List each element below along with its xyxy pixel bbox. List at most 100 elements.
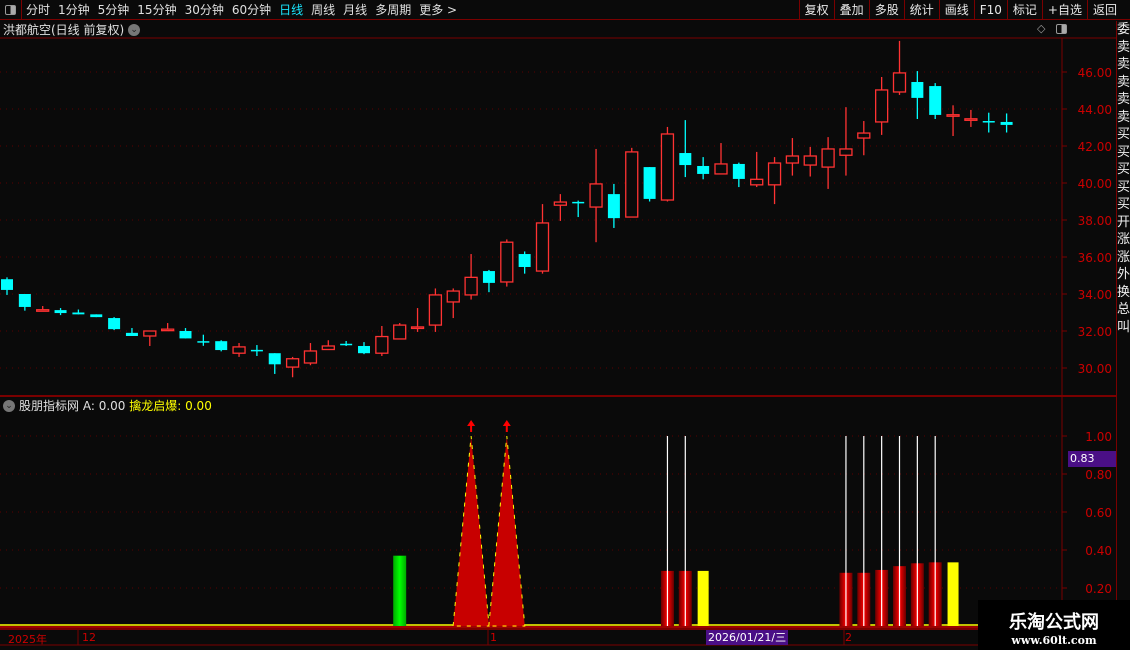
period-tab[interactable]: 更多 > — [419, 3, 458, 17]
indicator-tick-label: 1.00 — [1085, 430, 1112, 444]
candle — [54, 308, 67, 316]
candle — [410, 308, 425, 332]
signal-triangle — [452, 435, 490, 627]
period-tab[interactable]: 15分钟 — [137, 3, 177, 17]
candle — [446, 288, 460, 319]
date-label-month: 1 — [490, 631, 497, 644]
price-tick-label: 36.00 — [1078, 251, 1112, 265]
toolbar-button[interactable]: 标记 — [1006, 0, 1042, 20]
diamond-icon[interactable]: ◇ — [1037, 22, 1046, 35]
candle-body — [358, 345, 370, 354]
toolbar-button[interactable]: 画线 — [938, 0, 974, 20]
candle — [197, 334, 210, 346]
candle-body — [232, 346, 246, 354]
candle-body — [732, 163, 745, 179]
period-tab[interactable]: 多周期 — [375, 3, 412, 17]
candle — [358, 342, 370, 355]
stock-title: 洪都航空(日线 前复权) — [3, 23, 125, 37]
quote-row-label: 总 — [1117, 302, 1130, 317]
candle — [464, 254, 478, 300]
toolbar-button[interactable]: +自选 — [1041, 0, 1087, 20]
candle-body — [428, 294, 443, 326]
candle — [714, 143, 728, 175]
price-tick-label: 32.00 — [1078, 325, 1112, 339]
candle-body — [821, 148, 835, 168]
candle — [18, 294, 31, 311]
candle-body — [215, 341, 228, 351]
quote-row-label: 买 — [1117, 144, 1130, 160]
candle-body — [108, 318, 121, 330]
candle — [625, 147, 639, 218]
price-tick-label: 30.00 — [1078, 362, 1112, 376]
cursor-date-label: 2026/01/21/三 — [706, 630, 789, 645]
date-label-month: 12 — [82, 631, 96, 644]
price-tick-label: 38.00 — [1078, 214, 1112, 228]
period-tab[interactable]: 日线 — [279, 3, 304, 17]
period-tabs: 分时 1分钟 5分钟 15分钟 30分钟 60分钟 日线 周线 月线 多周期 更多 > — [22, 1, 461, 18]
sidebar-toggle-icon — [5, 4, 16, 15]
candle-body — [750, 178, 764, 186]
quote-row-label: 卖 — [1117, 92, 1130, 107]
period-tab[interactable]: 1分钟 — [58, 3, 90, 17]
candle — [518, 251, 531, 274]
candle — [803, 146, 817, 177]
period-tab[interactable]: 60分钟 — [231, 3, 272, 17]
period-tab[interactable]: 周线 — [311, 3, 336, 17]
candle — [143, 330, 157, 346]
candle-body — [500, 241, 514, 283]
candle-body — [125, 332, 138, 336]
candle-body — [946, 114, 960, 117]
period-tab[interactable]: 月线 — [343, 3, 368, 17]
candle-body — [643, 167, 656, 199]
main-chart-title: 洪都航空(日线 前复权) ⌄ — [0, 21, 141, 38]
quote-row-label: 外 — [1117, 267, 1130, 282]
candle-body — [410, 326, 425, 330]
candle — [732, 162, 745, 188]
candle-body — [72, 312, 85, 315]
candle-body — [589, 183, 603, 208]
indicator-tick-label: 0.20 — [1085, 582, 1112, 596]
quote-row-label: 卖 — [1117, 74, 1130, 90]
candle — [535, 204, 550, 274]
period-tab[interactable]: 分时 — [26, 3, 51, 17]
indicator-a-value: A: 0.00 — [82, 398, 126, 413]
chevron-down-icon[interactable]: ⌄ — [128, 23, 141, 36]
candle-body — [482, 271, 495, 283]
candle-body — [929, 86, 942, 115]
candle — [946, 105, 960, 137]
panel-toggle-button[interactable] — [0, 0, 22, 20]
toolbar-button[interactable]: 返回 — [1086, 0, 1122, 20]
watermark-logo: 乐淘公式网 www.60lt.com — [978, 600, 1130, 650]
candle — [839, 107, 853, 176]
period-tab[interactable]: 5分钟 — [97, 3, 130, 17]
candle-body — [393, 324, 407, 340]
toolbar-button[interactable]: 统计 — [903, 0, 939, 20]
chevron-down-icon[interactable]: ⌄ — [3, 399, 15, 412]
yellow-bar — [947, 562, 959, 626]
toolbar-button[interactable]: 叠加 — [833, 0, 869, 20]
candle-body — [90, 314, 103, 318]
toolbar-button[interactable]: 多股 — [868, 0, 904, 20]
candle-body — [1, 279, 13, 290]
green-bar — [393, 555, 407, 626]
indicator-title: ⌄ 股朋指标网 A: 0.00 擒龙启爆: 0.00 — [0, 397, 212, 414]
candle-body — [839, 148, 853, 156]
candle-body — [18, 294, 31, 307]
candle-body — [268, 353, 281, 365]
indicator-tick-label: 0.60 — [1085, 506, 1112, 520]
candle-body — [875, 89, 889, 123]
up-arrow-icon — [502, 420, 511, 426]
candle — [589, 148, 603, 243]
candle — [929, 83, 942, 119]
toolbar-button[interactable]: 复权 — [798, 0, 834, 20]
indicator-tick-label: 0.40 — [1085, 544, 1112, 558]
indicator-b-value: 擒龙启爆: 0.00 — [129, 399, 212, 413]
candle — [500, 239, 514, 287]
candle — [125, 328, 138, 336]
quote-row-label: 卖 — [1117, 109, 1130, 125]
period-tab[interactable]: 30分钟 — [184, 3, 224, 17]
panel-toggle-icon[interactable] — [1056, 24, 1067, 34]
quote-side-panel[interactable]: 委卖卖卖卖卖买买买买买开涨涨外换总叫 — [1116, 21, 1130, 646]
toolbar-button[interactable]: F10 — [973, 0, 1007, 20]
